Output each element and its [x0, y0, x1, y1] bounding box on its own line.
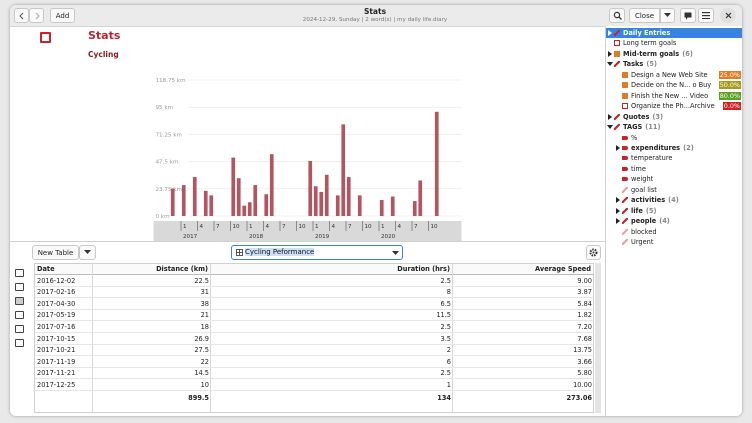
- x-tick-label: 1: [249, 224, 253, 230]
- x-tick-label: 10: [299, 224, 307, 230]
- y-tick-label: 118.75 km: [156, 78, 186, 84]
- bar: [209, 195, 213, 216]
- bar: [418, 180, 422, 216]
- x-tick-label: 1: [381, 224, 385, 230]
- bar: [347, 177, 351, 216]
- bar: [336, 195, 340, 216]
- bar: [237, 178, 241, 216]
- bar: [248, 202, 252, 216]
- year-label: 2018: [249, 234, 264, 240]
- bar: [242, 206, 246, 216]
- x-tick-label: 1: [183, 224, 187, 230]
- x-tick-label: 10: [233, 224, 241, 230]
- bar: [325, 175, 329, 216]
- x-tick-label: 1: [315, 224, 319, 230]
- bar: [308, 161, 312, 216]
- x-tick-label: 7: [216, 224, 220, 230]
- x-tick-label: 10: [365, 224, 373, 230]
- bar: [193, 177, 197, 216]
- year-label: 2017: [183, 234, 198, 240]
- x-tick-label: 4: [332, 224, 336, 230]
- y-tick-label: 0 km: [156, 214, 170, 220]
- y-tick-label: 71.25 km: [156, 132, 182, 138]
- bar: [391, 197, 395, 216]
- y-tick-label: 47.5 km: [156, 160, 179, 166]
- bar: [380, 200, 384, 216]
- bar: [413, 201, 417, 216]
- y-tick-label: 23.75 km: [156, 187, 182, 193]
- bar: [435, 112, 439, 216]
- year-label: 2020: [381, 234, 396, 240]
- bar: [182, 185, 186, 216]
- bar: [314, 186, 318, 216]
- year-label: 2019: [315, 234, 330, 240]
- bar: [264, 194, 268, 216]
- bar: [171, 189, 175, 216]
- x-tick-label: 7: [348, 224, 352, 230]
- bar: [231, 158, 235, 216]
- bar: [341, 124, 345, 216]
- bar: [253, 185, 257, 216]
- x-tick-label: 7: [414, 224, 418, 230]
- x-tick-label: 4: [398, 224, 402, 230]
- bar: [319, 192, 323, 216]
- x-tick-label: 7: [282, 224, 286, 230]
- x-tick-label: 4: [266, 224, 270, 230]
- bar: [358, 195, 362, 216]
- bar: [204, 191, 208, 216]
- x-tick-label: 10: [431, 224, 439, 230]
- x-tick-label: 4: [200, 224, 204, 230]
- y-tick-label: 95 km: [156, 105, 174, 111]
- bar: [270, 154, 274, 216]
